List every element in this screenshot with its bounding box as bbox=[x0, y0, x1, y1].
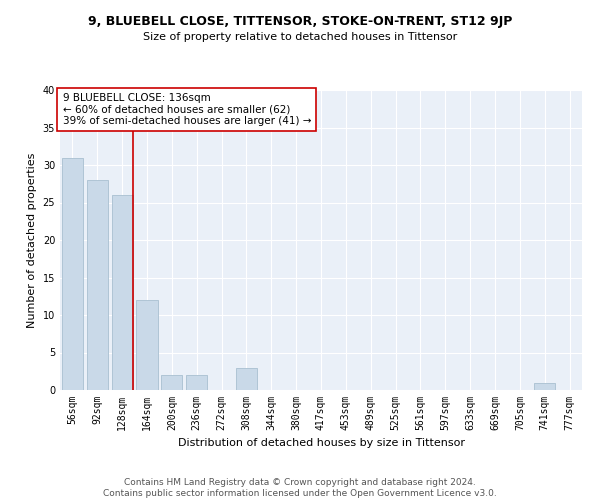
Bar bbox=[62, 158, 83, 390]
Y-axis label: Number of detached properties: Number of detached properties bbox=[27, 152, 37, 328]
Text: Contains HM Land Registry data © Crown copyright and database right 2024.
Contai: Contains HM Land Registry data © Crown c… bbox=[103, 478, 497, 498]
Text: 9 BLUEBELL CLOSE: 136sqm
← 60% of detached houses are smaller (62)
39% of semi-d: 9 BLUEBELL CLOSE: 136sqm ← 60% of detach… bbox=[62, 93, 311, 126]
Bar bbox=[136, 300, 158, 390]
Bar bbox=[87, 180, 108, 390]
Text: 9, BLUEBELL CLOSE, TITTENSOR, STOKE-ON-TRENT, ST12 9JP: 9, BLUEBELL CLOSE, TITTENSOR, STOKE-ON-T… bbox=[88, 15, 512, 28]
Bar bbox=[161, 375, 182, 390]
Text: Size of property relative to detached houses in Tittensor: Size of property relative to detached ho… bbox=[143, 32, 457, 42]
Bar bbox=[236, 368, 257, 390]
Bar bbox=[534, 382, 555, 390]
Bar bbox=[186, 375, 207, 390]
Bar bbox=[112, 195, 133, 390]
X-axis label: Distribution of detached houses by size in Tittensor: Distribution of detached houses by size … bbox=[178, 438, 464, 448]
